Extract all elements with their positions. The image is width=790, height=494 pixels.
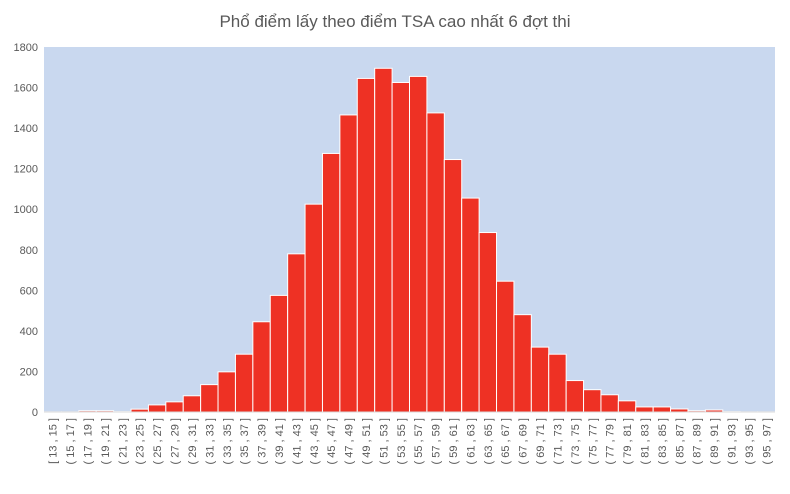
x-tick-label: ( 25 , 27 ] <box>152 418 164 464</box>
bar <box>426 112 445 413</box>
x-tick-label: ( 15 , 17 ] <box>65 418 77 464</box>
y-tick-label: 1200 <box>14 164 38 176</box>
x-tick-label: ( 63 , 65 ] <box>483 418 495 464</box>
bar <box>652 406 672 413</box>
x-tick-label: ( 17 , 19 ] <box>83 418 95 464</box>
x-tick-label: ( 21 , 23 ] <box>117 418 129 464</box>
x-tick-label: ( 41 , 43 ] <box>291 418 303 464</box>
bar <box>321 152 341 413</box>
y-tick-label: 200 <box>20 366 38 378</box>
x-tick-label: ( 37 , 39 ] <box>257 418 269 464</box>
x-tick-label: ( 35 , 37 ] <box>239 418 251 464</box>
bars <box>43 67 776 413</box>
bar <box>583 389 602 413</box>
y-tick-label: 0 <box>32 407 38 419</box>
bar <box>530 346 550 413</box>
x-tick-label: ( 77 , 79 ] <box>605 418 617 464</box>
bar <box>252 321 271 413</box>
x-tick-label: ( 19 , 21 ] <box>100 418 112 464</box>
bar <box>269 294 289 413</box>
bar <box>200 384 219 413</box>
bar <box>409 75 428 413</box>
y-axis: 0 200 400 600 800 1000 1200 1400 1600 1800 <box>14 42 38 419</box>
bar <box>513 314 532 413</box>
x-tick-label: ( 49 , 51 ] <box>361 418 373 464</box>
y-tick-label: 800 <box>20 245 38 257</box>
x-tick-label: ( 59 , 61 ] <box>448 418 460 464</box>
x-tick-label: ( 73 , 75 ] <box>570 418 582 464</box>
x-tick-label: ( 55 , 57 ] <box>413 418 425 464</box>
bar <box>287 253 306 413</box>
x-tick-label: ( 79 , 81 ] <box>622 418 634 464</box>
x-tick-label: ( 31 , 33 ] <box>204 418 216 464</box>
x-tick-label: ( 29 , 31 ] <box>187 418 199 464</box>
bar <box>635 406 654 413</box>
bar <box>600 394 619 413</box>
bar <box>165 401 184 413</box>
bar <box>478 232 498 413</box>
bar <box>548 353 567 413</box>
x-tick-label: ( 39 , 41 ] <box>274 418 286 464</box>
x-tick-label: ( 89 , 91 ] <box>709 418 721 464</box>
x-tick-label: ( 61 , 63 ] <box>465 418 477 464</box>
bar <box>565 380 585 413</box>
x-tick-label: ( 93 , 95 ] <box>744 418 756 464</box>
y-tick-label: 1600 <box>14 83 38 95</box>
bar <box>217 371 236 413</box>
x-tick-label: ( 85 , 87 ] <box>674 418 686 464</box>
bar <box>391 81 411 413</box>
x-tick-label: ( 43 , 45 ] <box>309 418 321 464</box>
x-tick-label: ( 81 , 83 ] <box>639 418 651 464</box>
x-tick-label: ( 95 , 97 ] <box>761 418 773 464</box>
bar <box>461 197 480 413</box>
bar <box>182 395 202 413</box>
x-tick-label: ( 57 , 59 ] <box>431 418 443 464</box>
bar <box>234 353 254 413</box>
y-tick-label: 1000 <box>14 204 38 216</box>
x-tick-label: ( 47 , 49 ] <box>344 418 356 464</box>
x-tick-label: ( 71 , 73 ] <box>552 418 564 464</box>
x-tick-label: ( 75 , 77 ] <box>587 418 599 464</box>
x-tick-label: ( 69 , 71 ] <box>535 418 547 464</box>
y-tick-label: 400 <box>20 326 38 338</box>
x-tick-label: ( 45 , 47 ] <box>326 418 338 464</box>
chart-title: Phổ điểm lấy theo điểm TSA cao nhất 6 đợ… <box>219 12 571 31</box>
bar <box>617 400 637 413</box>
x-tick-label: ( 23 , 25 ] <box>135 418 147 464</box>
y-tick-label: 1400 <box>14 123 38 135</box>
x-tick-label: ( 67 , 69 ] <box>518 418 530 464</box>
x-tick-label: [ 13 , 15 ] <box>48 418 60 464</box>
x-tick-label: ( 87 , 89 ] <box>692 418 704 464</box>
bar <box>339 114 358 413</box>
bar <box>304 203 323 413</box>
y-tick-label: 1800 <box>14 42 38 54</box>
bar <box>147 404 167 413</box>
x-axis: [ 13 , 15 ] ( 15 , 17 ] ( 17 , 19 ] ( 19 , … <box>48 418 774 464</box>
x-tick-label: ( 83 , 85 ] <box>657 418 669 464</box>
bar <box>374 67 393 413</box>
x-tick-label: ( 65 , 67 ] <box>500 418 512 464</box>
bar <box>443 159 463 413</box>
x-tick-label: ( 51 , 53 ] <box>378 418 390 464</box>
x-tick-label: ( 53 , 55 ] <box>396 418 408 464</box>
x-tick-label: ( 91 , 93 ] <box>726 418 738 464</box>
bar <box>496 280 515 413</box>
x-tick-label: ( 33 , 35 ] <box>222 418 234 464</box>
bar <box>356 77 376 413</box>
x-tick-label: ( 27 , 29 ] <box>170 418 182 464</box>
y-tick-label: 600 <box>20 285 38 297</box>
